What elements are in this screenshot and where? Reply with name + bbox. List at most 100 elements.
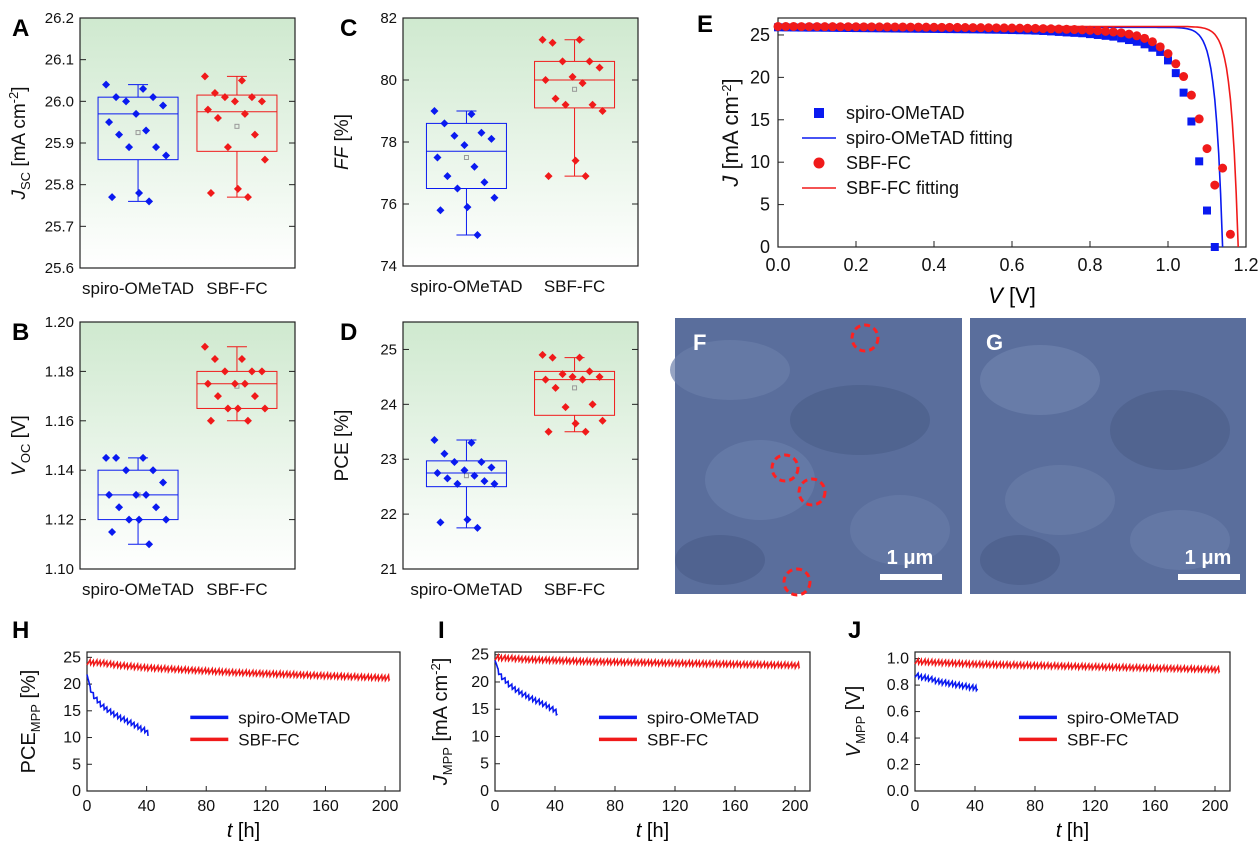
y-tick-label: 1.0 (887, 651, 909, 668)
label-unit: ] (718, 78, 743, 84)
data-point (575, 35, 584, 44)
data-point (105, 118, 114, 127)
y-tick-label: 82 (380, 10, 397, 27)
data-point (200, 72, 209, 81)
data-point (450, 131, 459, 140)
box-chart-d: 21 22 23 24 25 PCE [%] spiro-OMeTAD SBF-FC (332, 321, 639, 599)
data-point (436, 518, 445, 527)
data-point (1093, 26, 1103, 36)
label-subscript: MPP (28, 704, 43, 732)
data-point (598, 107, 607, 115)
data-point (976, 23, 986, 33)
data-point (223, 404, 232, 413)
data-point (544, 172, 553, 181)
legend-label: spiro-OMeTAD (238, 708, 350, 727)
plot-area (79, 17, 296, 269)
y-tick-label: 0.2 (887, 757, 909, 774)
x-tick-label: 0.4 (921, 255, 946, 275)
legend-label: SBF-FC (1067, 730, 1128, 749)
timeseries-chart-i: 0 40 80 120 160 200 0 5 10 15 20 25 t [h] JMPP [mA cm… (428, 647, 811, 842)
data-point (102, 80, 111, 89)
plot-area (494, 651, 811, 792)
timeseries-chart-h: 0 40 80 120 160 200 0 5 10 15 20 25 t [h] PCEMPP [%] s… (18, 649, 401, 842)
data-point (1202, 144, 1212, 154)
data-point (152, 143, 161, 152)
label-subscript: OC (18, 444, 33, 464)
y-tick-label: 26.0 (45, 93, 74, 110)
y-tick-label: 1.16 (45, 413, 74, 430)
sem-image-g: G 1 μm (970, 318, 1246, 594)
y-tick-label: 0 (480, 783, 489, 800)
data-point (1007, 23, 1017, 33)
y-tick-label: 1.10 (45, 561, 74, 578)
y-tick-label: 15 (750, 110, 770, 130)
label-unit: [V] (9, 415, 30, 438)
y-axis-label: J [mA cm-2] (718, 78, 743, 187)
x-tick-label: 0.0 (765, 255, 790, 275)
panel-letter-a: A (12, 15, 29, 42)
data-point (490, 479, 499, 488)
data-point (480, 477, 489, 486)
label-subscript: MPP (853, 716, 868, 744)
label-unit: [V] (843, 686, 865, 710)
y-tick-label: 20 (471, 674, 489, 691)
x-axis-label: V [V] (988, 283, 1036, 308)
data-point (213, 114, 222, 122)
data-point (473, 523, 482, 532)
data-point (230, 379, 239, 388)
data-point (135, 189, 144, 197)
data-point (598, 416, 607, 425)
data-point (952, 22, 962, 32)
data-point (206, 416, 215, 425)
data-point (1077, 25, 1087, 35)
mean-marker (572, 86, 578, 92)
x-tick-label: 120 (662, 798, 689, 815)
data-point (139, 84, 148, 93)
label-unit: [h] (641, 820, 669, 842)
y-axis-label: VMPP [V] (843, 686, 868, 758)
sem-image-f: F 1 μm (670, 318, 962, 597)
data-point (470, 471, 479, 480)
label-unit: [%] (18, 670, 40, 699)
data-point (1179, 72, 1189, 82)
data-point (1030, 23, 1040, 33)
y-tick-label: 25 (63, 649, 81, 666)
data-point (440, 119, 449, 128)
y-tick-label: 25.8 (45, 177, 74, 194)
data-point (223, 143, 232, 152)
plot-area (79, 321, 296, 570)
label-base: t (227, 820, 234, 842)
mean-marker (572, 385, 578, 391)
label-unit: [mA cm (9, 103, 30, 166)
data-point (1194, 114, 1204, 124)
data-point (1171, 69, 1180, 78)
y-tick-label: 0 (72, 783, 81, 800)
y-tick-label: 5 (72, 756, 81, 773)
timeseries-chart-j: 0 40 80 120 160 200 0.0 0.2 0.4 0.6 0.8 1.0 t [h] VMP… (843, 651, 1231, 842)
data-point (443, 172, 452, 181)
y-tick-label: 26.1 (45, 52, 74, 69)
data-point (122, 97, 131, 106)
data-point (551, 94, 560, 103)
y-axis-label: PCE [%] (332, 410, 353, 482)
x-tick-label: 40 (138, 798, 156, 815)
data-point (115, 130, 124, 139)
label-unit: ] (9, 86, 30, 91)
x-tick-label: 0 (491, 798, 500, 815)
y-tick-label: 1.18 (45, 363, 74, 380)
data-point (105, 490, 114, 499)
data-point (581, 427, 590, 436)
data-point (1125, 36, 1133, 45)
data-point (1108, 27, 1118, 37)
data-point (1225, 229, 1235, 239)
y-tick-label: 76 (380, 196, 397, 213)
data-point (585, 367, 594, 376)
data-point (991, 23, 1001, 33)
x-category-label: spiro-OMeTAD (82, 279, 194, 298)
data-point (551, 383, 560, 392)
data-point (453, 479, 462, 488)
data-point (260, 155, 269, 164)
data-point (595, 372, 604, 381)
data-point (132, 109, 141, 118)
data-point (145, 540, 154, 549)
